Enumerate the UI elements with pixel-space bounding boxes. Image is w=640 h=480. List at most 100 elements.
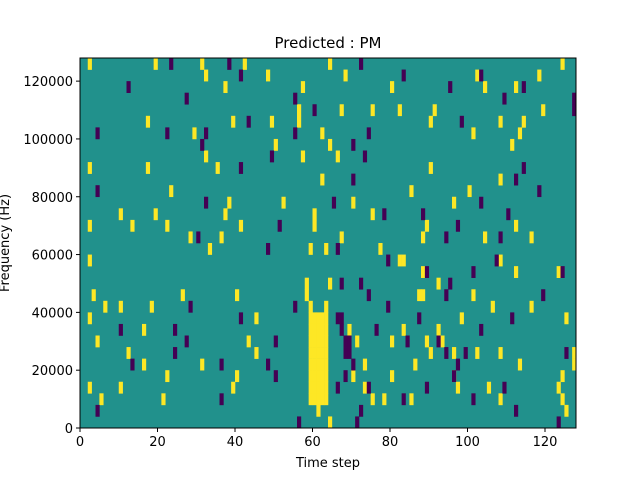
heatmap-cell-high: [320, 127, 325, 140]
heatmap-cell-high: [118, 381, 123, 394]
heatmap-cell-low: [463, 347, 468, 359]
heatmap-cell-high: [320, 347, 325, 359]
heatmap-cell-high: [390, 370, 395, 383]
heatmap-cell-high: [312, 370, 317, 383]
heatmap-cell-low: [347, 347, 352, 359]
heatmap-cell-high: [227, 196, 232, 209]
heatmap-cell-high: [370, 104, 375, 117]
heatmap-cell-low: [331, 196, 337, 209]
heatmap-cell-high: [316, 358, 321, 371]
heatmap-cell-low: [479, 196, 484, 209]
heatmap-cell-high: [118, 300, 123, 313]
heatmap-cell-high: [498, 393, 503, 406]
heatmap-cell-low: [118, 323, 123, 336]
heatmap-cell-high: [254, 347, 259, 359]
heatmap-cell-low: [293, 127, 298, 140]
heatmap-cell-high: [231, 115, 236, 128]
heatmap-cell-high: [235, 289, 240, 302]
y-axis-ticks: 0 20000 40000 60000 80000 100000 120000: [23, 75, 80, 437]
heatmap-cell-high: [281, 196, 286, 209]
heatmap-cell-low: [204, 127, 209, 140]
heatmap-cell-low: [165, 127, 170, 140]
heatmap-cell-high: [452, 196, 457, 209]
heatmap-cell-low: [479, 323, 484, 336]
heatmap-cell-high: [320, 335, 325, 348]
heatmap-cell-low: [246, 115, 251, 128]
heatmap-cell-low: [200, 138, 205, 151]
heatmap-cell-low: [459, 115, 464, 128]
heatmap-cell-high: [471, 127, 476, 140]
heatmap-cell-high: [308, 358, 313, 371]
heatmap-cell-high: [130, 219, 135, 232]
heatmap-cell-high: [308, 243, 313, 255]
heatmap-cell-low: [343, 347, 348, 359]
heatmap-cells: [87, 58, 577, 429]
heatmap-cell-high: [308, 381, 313, 394]
heatmap-cell-low: [382, 208, 387, 221]
heatmap-cell-low: [572, 104, 577, 117]
heatmap-cell-high: [308, 335, 313, 348]
heatmap-cell-high: [483, 81, 488, 93]
y-tick-label: 80000: [32, 191, 73, 206]
heatmap-cell-low: [514, 173, 519, 186]
x-tick-label: 120: [533, 435, 558, 450]
heatmap-cell-low: [169, 58, 174, 70]
heatmap-cell-low: [502, 381, 507, 394]
heatmap-cell-low: [339, 277, 344, 290]
heatmap-cell-high: [347, 323, 352, 336]
heatmap-cell-high: [560, 370, 565, 383]
heatmap-cell-high: [483, 231, 488, 244]
heatmap-cell-high: [324, 243, 329, 255]
heatmap-cell-high: [235, 370, 240, 383]
heatmap-cell-high: [432, 104, 437, 117]
heatmap-cell-high: [328, 138, 333, 151]
y-tick-label: 40000: [32, 306, 73, 321]
heatmap-cell-low: [335, 381, 340, 394]
heatmap-cell-high: [254, 312, 259, 325]
heatmap-cell-high: [242, 58, 247, 70]
heatmap-cell-low: [424, 381, 430, 394]
heatmap-cell-high: [126, 347, 131, 359]
heatmap-cell-high: [564, 312, 569, 325]
heatmap-cell-high: [343, 69, 348, 82]
heatmap-cell-low: [498, 231, 503, 244]
heatmap-cell-low: [471, 393, 476, 406]
heatmap-cell-low: [184, 335, 189, 348]
heatmap-cell-high: [452, 347, 457, 359]
heatmap-cell-high: [328, 416, 333, 429]
heatmap-cell-high: [409, 393, 414, 406]
heatmap-cell-low: [564, 347, 569, 359]
heatmap-cell-high: [316, 381, 321, 394]
heatmap-cell-high: [312, 323, 317, 336]
heatmap-cell-low: [444, 289, 449, 302]
heatmap-cell-high: [180, 289, 185, 302]
heatmap-cell-high: [537, 69, 542, 82]
heatmap-cell-high: [413, 358, 418, 371]
heatmap-cell-high: [560, 58, 565, 70]
heatmap-cell-high: [200, 358, 205, 371]
heatmap-cell-high: [556, 266, 561, 278]
heatmap-cell-high: [312, 393, 317, 406]
heatmap-cell-low: [351, 173, 356, 186]
heatmap-cell-low: [514, 404, 519, 417]
heatmap-cell-high: [219, 231, 224, 244]
heatmap-cell-low: [521, 81, 526, 93]
heatmap-cell-low: [335, 243, 340, 255]
heatmap-cell-high: [324, 312, 329, 325]
heatmap-cell-high: [223, 81, 228, 93]
heatmap-cell-low: [560, 266, 565, 278]
heatmap-cell-high: [351, 370, 356, 383]
heatmap-cell-high: [529, 231, 534, 244]
heatmap-cell-low: [386, 254, 391, 267]
heatmap-cell-low: [130, 358, 135, 371]
heatmap-cell-low: [273, 335, 278, 348]
heatmap-cell-low: [541, 289, 546, 302]
heatmap-cell-high: [316, 404, 321, 417]
heatmap-cell-low: [510, 312, 515, 325]
heatmap-cell-high: [297, 115, 302, 128]
heatmap-cell-high: [498, 254, 503, 267]
heatmap-cell-high: [339, 231, 344, 244]
heatmap-cell-high: [517, 127, 523, 140]
heatmap-cell-low: [355, 416, 360, 429]
